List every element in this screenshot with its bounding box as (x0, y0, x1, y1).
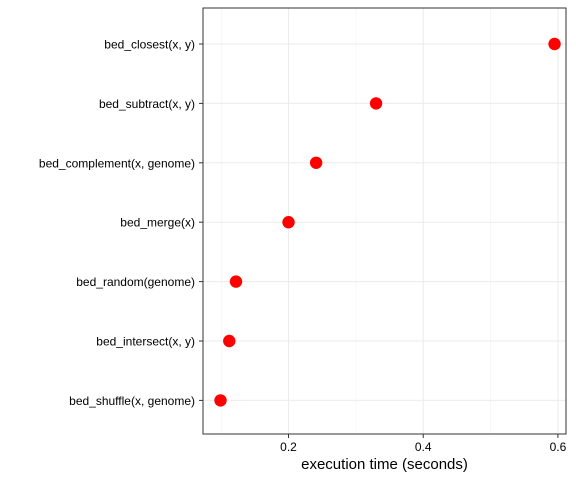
y-tick-label: bed_merge(x) (120, 216, 195, 230)
y-tick-label: bed_complement(x, genome) (39, 156, 195, 170)
y-tick-label: bed_random(genome) (76, 275, 195, 289)
data-point (369, 97, 383, 110)
y-tick-label: bed_closest(x, y) (104, 38, 195, 52)
y-tick-label: bed_subtract(x, y) (99, 97, 195, 111)
x-tick-label: 0.4 (415, 440, 432, 454)
x-tick-label: 0.2 (280, 440, 297, 454)
data-point (214, 394, 227, 407)
data-points (214, 37, 561, 407)
data-point (548, 37, 561, 51)
y-tick-label: bed_intersect(x, y) (96, 335, 195, 349)
data-point (229, 275, 243, 288)
x-axis-ticks: 0.2 0.4 0.6 (280, 434, 567, 454)
x-axis-title: execution time (seconds) (301, 456, 468, 473)
data-point (282, 216, 295, 229)
y-tick-label: bed_shuffle(x, genome) (69, 394, 195, 408)
grid-lines (203, 8, 566, 434)
panel-border (202, 7, 567, 435)
y-axis-labels: bed_closest(x, y) bed_subtract(x, y) bed_c… (39, 38, 203, 408)
panel-background (203, 8, 566, 434)
data-point (223, 334, 236, 348)
data-point (309, 156, 323, 169)
x-tick-label: 0.6 (550, 440, 567, 454)
